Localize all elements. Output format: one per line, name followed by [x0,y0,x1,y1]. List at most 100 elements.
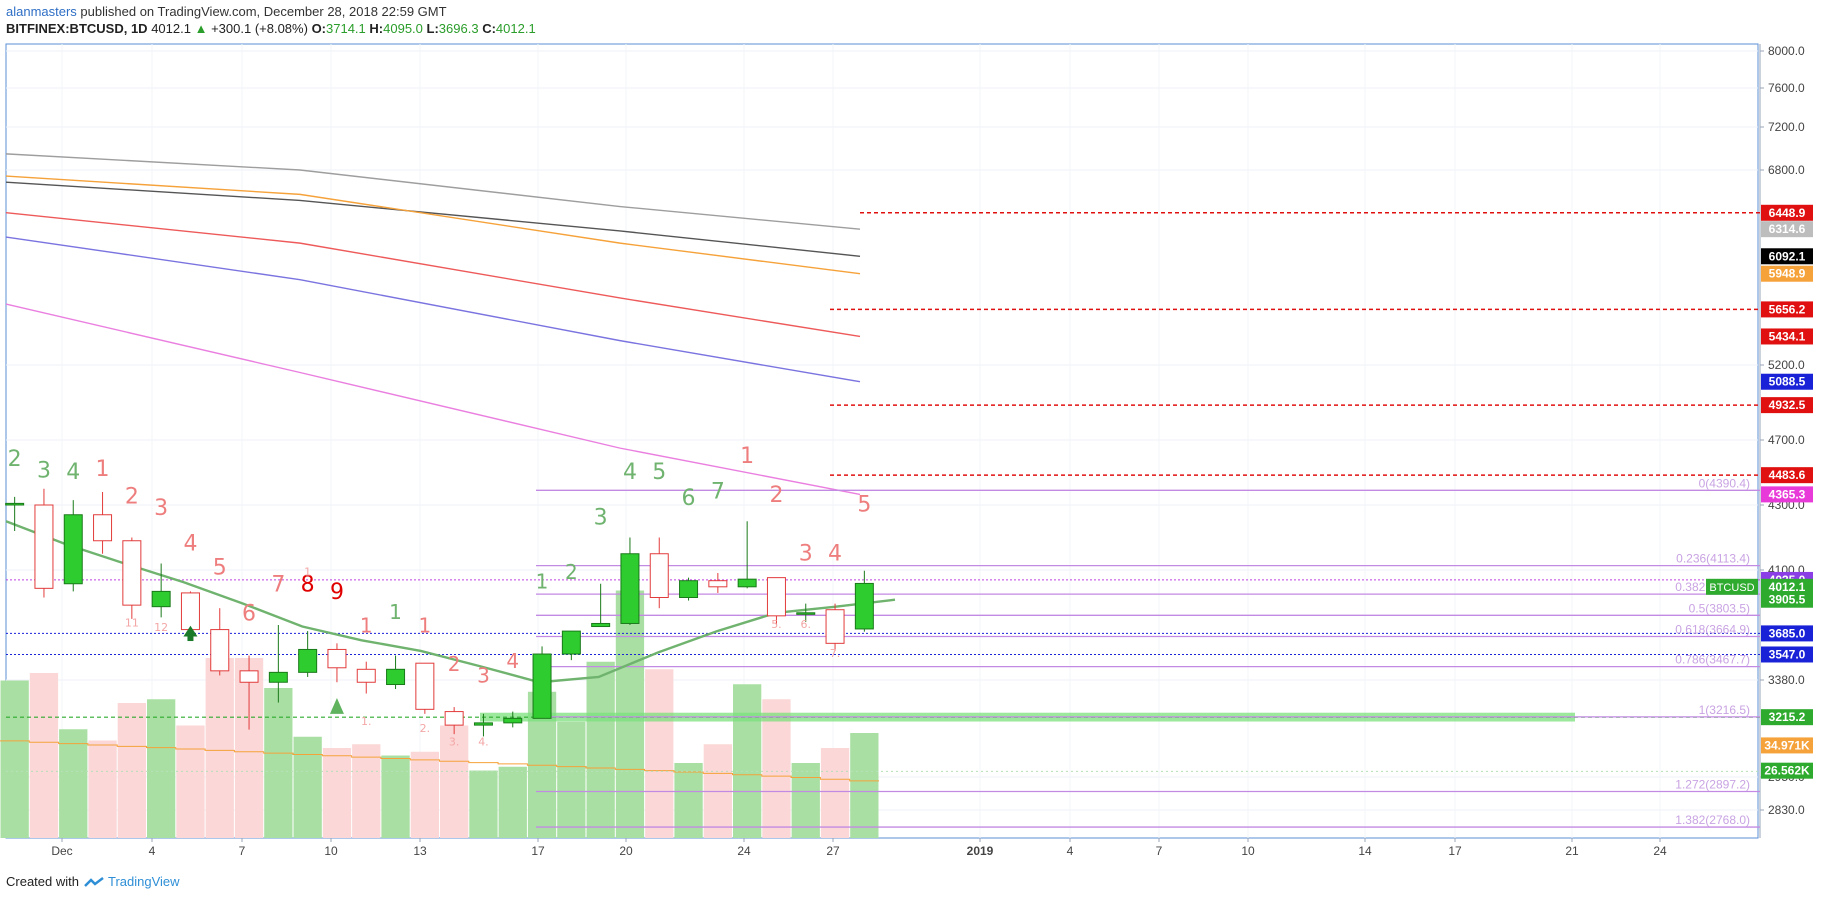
time-tick-label: 4 [1067,844,1074,858]
candle-body [180,592,200,631]
low-value: 3696.3 [438,21,479,36]
volume-bar [674,763,703,838]
setup-count: 6. [801,618,812,631]
price-tag-box [1761,625,1813,642]
price-tag-label: 4012.1 [1769,580,1806,594]
volume-bar [88,740,117,838]
volume-bar [205,658,234,838]
volume-bar [557,721,586,838]
price-tags: 6448.9 6314.6 6092.1 5948.9 5656.2 5434.1 5088… [1761,204,1813,779]
sequential-count: 2 [448,652,461,676]
fib-label: 1(3216.5) [1699,703,1750,717]
time-tick-label: 24 [737,844,751,858]
candle-body [444,711,464,726]
moving-average-line [5,181,861,257]
time-tick-label: 14 [1358,844,1372,858]
sequential-count: 4 [66,460,80,485]
triangle-signal-icon [329,698,344,714]
price-tag-label: 6448.9 [1769,206,1806,220]
price-tag-box [1761,646,1813,663]
moving-average-line [5,175,861,275]
time-tick-label: 10 [324,844,338,858]
volume-bar [147,699,176,838]
candle-body [386,668,406,686]
created-with-text: Created with [6,874,79,889]
candle-body [679,580,699,599]
volume-bar [498,766,527,838]
time-tick-label: 2019 [967,844,994,858]
fib-label: 0.786(3467.7) [1675,653,1750,667]
setup-count: 1. [361,715,372,728]
sequential-count: 5 [857,493,871,518]
time-tick-label: 4 [149,844,156,858]
sequential-count: 4 [828,541,842,566]
sequential-count: 7 [271,572,285,597]
tradingview-link[interactable]: TradingView [108,874,180,889]
close-label: C: [482,21,496,36]
candle-body [151,590,171,608]
price-tag-label: 3215.2 [1769,710,1806,724]
volume-bar [645,669,674,838]
time-tick-label: 7 [239,844,246,858]
sequential-count: 7 [711,480,725,505]
setup-count: 11 [125,617,139,630]
volume-bar [264,688,293,838]
candle-body [737,578,757,588]
open-label: O: [311,21,327,36]
price-tag-box [1761,397,1813,414]
volume-bar [791,763,820,838]
price-tag-box [1761,301,1813,318]
sequential-count: 1 [389,600,402,624]
candle-body [532,653,552,719]
price-tag-label: 3685.0 [1769,626,1806,640]
sequential-count: 2 [125,484,139,509]
tradingview-logo-icon [83,876,104,887]
price-tick-label: 3380.0 [1768,673,1805,687]
time-tick-label: 7 [1156,844,1163,858]
price-tick-label: 7200.0 [1768,120,1805,134]
sequential-count: 1 [536,569,549,593]
fib-label: 0.5(3803.5) [1689,601,1750,615]
volume-bar [586,661,615,838]
volume-bar [293,736,322,838]
symbol-name[interactable]: BITFINEX:BTCUSD, 1D [6,21,148,36]
high-label: H: [369,21,384,36]
volume-bar [733,684,762,838]
price-tag-box [1761,578,1813,595]
sequential-count: 3 [477,663,490,687]
candle-body [298,648,318,673]
volume-ma-line [0,740,879,782]
candle-body [503,717,523,724]
author-link[interactable]: alanmasters [6,4,77,19]
sequential-count: 1 [360,614,373,638]
time-axis-labels: Dec 4 7 10 13 17 20 24 27 2019 4 7 10 14 17 21 24 [51,838,1667,858]
sequential-count: 2 [769,483,783,508]
fib-label: 1.382(2768.0) [1675,813,1750,827]
price-tick-label: 8000.0 [1768,44,1805,58]
moving-averages [5,153,861,496]
sequential-count: 3 [799,541,813,566]
setup-count: 12 [154,621,168,634]
volume-bar [410,751,439,838]
price-tag-label: 6314.6 [1769,222,1806,236]
sequential-count: 3 [594,506,608,531]
price-tag-box [1761,591,1813,608]
volume-bar [117,703,146,838]
sequential-count: 8 [301,572,315,597]
sequential-count: 3 [154,496,168,521]
time-tick-label: 17 [1448,844,1462,858]
time-tick-label: 17 [531,844,545,858]
sequential-count: 1 [418,614,431,638]
volume-bar [762,699,791,838]
candle-body [591,622,611,628]
moving-average-line [5,303,861,496]
price-change: +300.1 (+8.08%) [211,21,308,36]
fib-label: 0(4390.4) [1699,476,1750,490]
buy-signal-arrow-icon [183,625,198,637]
sequential-count: 6 [682,486,696,511]
fib-label: 0.618(3664.9) [1675,622,1750,636]
change-arrow-icon: ▲ [194,21,208,36]
sequential-count: 9 [330,580,344,605]
candle-body [708,580,728,588]
